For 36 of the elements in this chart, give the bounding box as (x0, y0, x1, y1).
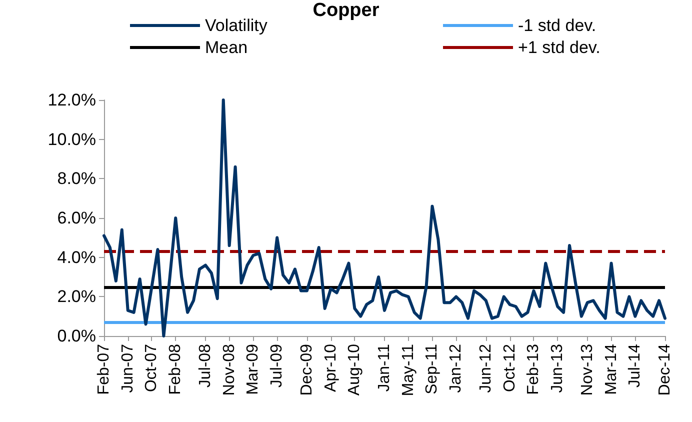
y-tick-label: 12.0% (48, 90, 96, 110)
x-tick-label: Nov-08 (220, 344, 238, 396)
x-tick-label: Jun-07 (119, 344, 136, 393)
x-tick-label: Jul-09 (268, 344, 286, 388)
legend-label: Volatility (205, 16, 268, 35)
legend-label: -1 std dev. (518, 16, 596, 35)
x-tick-label: Jun-13 (549, 344, 566, 393)
y-tick-label: 2.0% (57, 287, 96, 306)
x-tick-label: May-11 (400, 344, 417, 396)
y-tick-label: 8.0% (57, 169, 96, 188)
x-tick-label: Jan-12 (448, 344, 465, 393)
x-tick-label: Jan-11 (376, 344, 393, 392)
x-tick-label: Oct-07 (143, 344, 160, 392)
y-tick-label: 6.0% (57, 208, 96, 228)
x-tick-label: Feb-07 (96, 344, 112, 395)
x-tick-label: Mar-09 (244, 344, 262, 395)
y-tick-label: 4.0% (57, 248, 96, 267)
x-tick-label: Sep-11 (424, 344, 441, 394)
chart-title: Copper (312, 0, 380, 21)
x-tick-label: Dec-14 (656, 344, 674, 396)
x-tick-label: Nov-13 (578, 344, 596, 396)
x-tick-label: Feb-13 (525, 344, 542, 395)
line-series (102, 98, 666, 338)
x-tick-label: Feb-08 (167, 344, 184, 395)
x-tick-label: Dec-09 (298, 344, 316, 396)
x-tick-label: Mar-14 (602, 344, 620, 395)
legend-label: +1 std dev. (518, 38, 600, 57)
x-tick-label: Jul-08 (196, 344, 214, 388)
x-tick-label: Jun-12 (477, 344, 494, 393)
x-tick-label: Aug-10 (346, 344, 364, 396)
y-tick-label: 0.0% (57, 326, 96, 346)
x-tick-label: Oct-12 (501, 344, 518, 392)
x-tick-label: Jul-14 (626, 344, 644, 388)
legend-label: Mean (205, 38, 248, 57)
x-tick-label: Apr-10 (322, 344, 340, 392)
y-tick-label: 10.0% (48, 130, 96, 149)
